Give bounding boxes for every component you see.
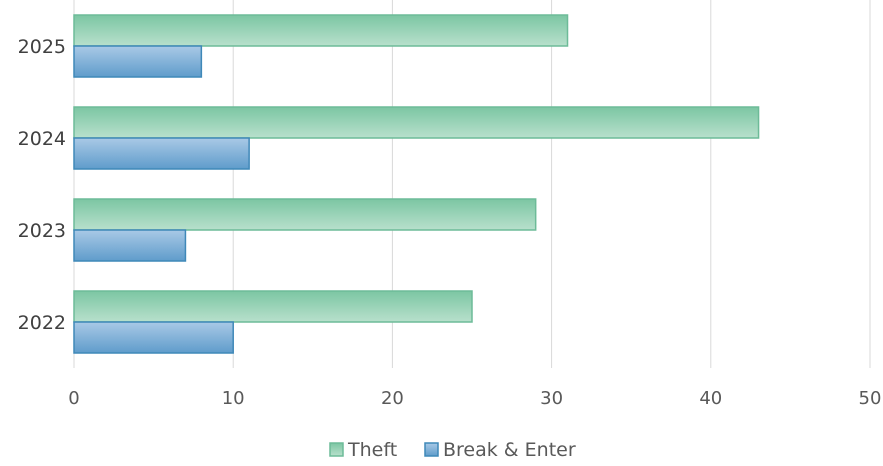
- x-axis-tick-labels: 0 10 20 30 40 50: [68, 388, 881, 409]
- x-tick-label-30: 30: [540, 388, 563, 409]
- legend-swatch-break-enter: [424, 442, 439, 457]
- bars: [73, 14, 760, 354]
- bar-break-enter-2022: [73, 321, 234, 354]
- bar-theft-2025: [73, 14, 569, 47]
- x-tick-label-10: 10: [222, 388, 245, 409]
- x-tick-label-0: 0: [68, 388, 79, 409]
- bar-break-enter-2025: [73, 45, 203, 78]
- x-tick-label-50: 50: [859, 388, 882, 409]
- category-label-2022: 2022: [18, 312, 66, 334]
- bar-theft-2024: [73, 106, 760, 139]
- category-label-2023: 2023: [18, 220, 66, 242]
- bar-break-enter-2024: [73, 137, 250, 170]
- x-tick-label-20: 20: [381, 388, 404, 409]
- bar-theft-2023: [73, 198, 537, 231]
- bar-break-enter-2023: [73, 229, 187, 262]
- bar-theft-2022: [73, 290, 473, 323]
- legend-label-break-enter: Break & Enter: [443, 439, 576, 461]
- category-label-2025: 2025: [18, 36, 66, 58]
- category-label-2024: 2024: [18, 128, 66, 150]
- category-labels: 2022 2023 2024 2025: [18, 36, 66, 334]
- legend-label-theft: Theft: [347, 439, 397, 461]
- x-tick-label-40: 40: [699, 388, 722, 409]
- legend-swatch-theft: [329, 442, 344, 457]
- legend: Theft Break & Enter: [329, 439, 576, 461]
